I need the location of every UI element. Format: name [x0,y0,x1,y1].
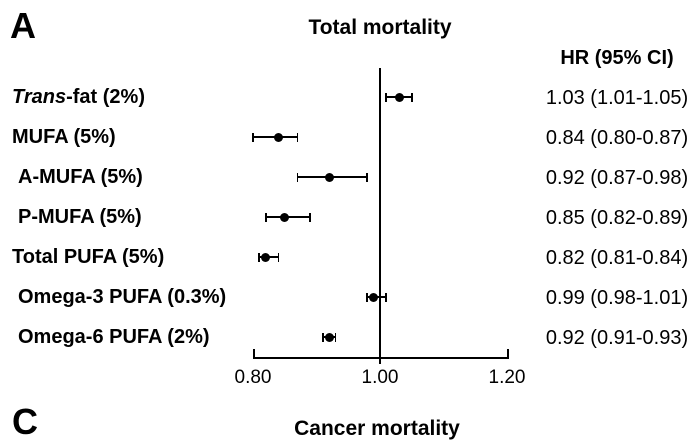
x-axis-end-tick-right [507,349,509,359]
row-label: Trans-fat (2%) [12,87,145,107]
ci-cap-left [321,332,324,342]
hr-value: 0.85 (0.82-0.89) [545,207,689,229]
row-label: Omega-3 PUFA (0.3%) [18,287,226,307]
ci-cap-left [366,292,369,302]
point-estimate-dot [273,132,283,142]
x-axis-tick-label: 0.80 [234,367,272,388]
ci-cap-right [334,332,337,342]
x-axis-end-tick-left [253,349,255,359]
row-label: MUFA (5%) [12,127,116,147]
panel-label-c: C [12,401,38,442]
reference-line [379,68,381,364]
row-label: Omega-6 PUFA (2%) [18,327,210,347]
hr-value: 0.82 (0.81-0.84) [545,247,689,269]
panel-c-title: Cancer mortality [294,417,460,440]
row-label-part: Total PUFA (5%) [12,246,165,268]
hr-column-header: HR (95% CI) [560,47,674,69]
ci-cap-right [277,252,280,262]
ci-cap-left [252,132,254,142]
row-label-part: -fat (2%) [66,86,145,108]
row-label-part: Omega-3 PUFA (0.3%) [18,286,227,308]
x-axis-tick-label: 1.20 [488,367,526,388]
ci-cap-left [296,172,299,182]
x-axis-tick-label: 1.00 [361,367,399,388]
ci-cap-right [410,92,413,102]
row-label-part: P-MUFA (5%) [18,206,142,228]
ci-cap-right [385,292,388,302]
point-estimate-dot [280,212,290,222]
ci-cap-left [385,92,388,102]
row-label: Total PUFA (5%) [12,247,164,267]
ci-cap-left [258,252,261,262]
point-estimate-dot [324,172,334,182]
panel-label-a: A [10,5,36,46]
row-label: A-MUFA (5%) [18,167,143,187]
ci-cap-right [309,212,312,222]
hr-value: 0.92 (0.87-0.98) [545,167,689,189]
ci-cap-left [264,212,267,222]
row-label-italic-part: Trans [12,86,67,108]
point-estimate-dot [261,252,271,262]
panel-a-title: Total mortality [308,16,452,39]
hr-value: 1.03 (1.01-1.05) [545,87,689,109]
ci-cap-right [296,132,299,142]
row-label-part: A-MUFA (5%) [18,166,143,188]
hr-value: 0.84 (0.80-0.87) [545,127,689,149]
hr-value: 0.99 (0.98-1.01) [545,287,689,309]
row-label-part: Omega-6 PUFA (2%) [18,326,210,348]
point-estimate-dot [369,292,379,302]
point-estimate-dot [324,332,334,342]
point-estimate-dot [394,92,404,102]
hr-value: 0.92 (0.91-0.93) [545,327,689,349]
row-label-part: MUFA (5%) [12,126,116,148]
x-axis-line [253,357,507,359]
row-label: P-MUFA (5%) [18,207,142,227]
ci-cap-right [366,172,369,182]
